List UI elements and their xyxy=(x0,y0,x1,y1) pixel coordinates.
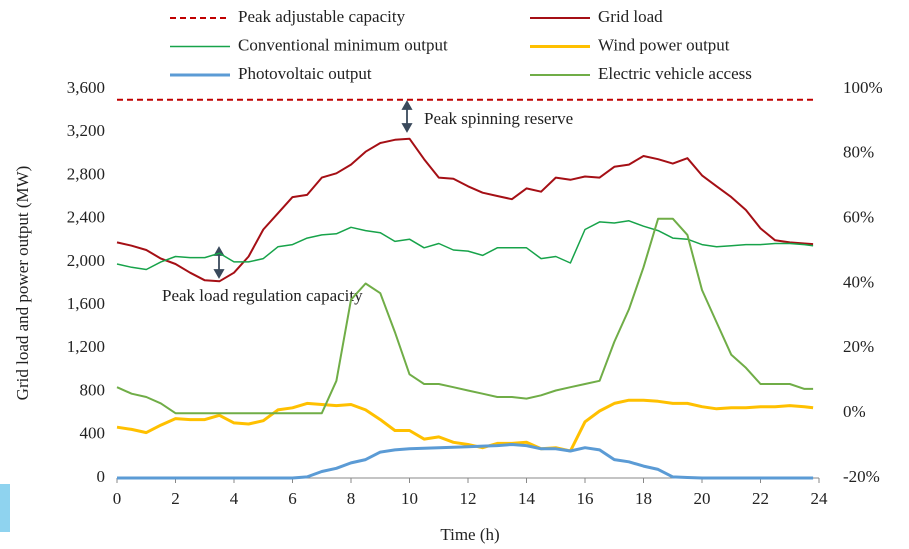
legend-label: Grid load xyxy=(598,7,663,26)
x-tick-label: 16 xyxy=(577,489,594,508)
series-line xyxy=(116,217,814,415)
y-tick-label: 1,600 xyxy=(67,294,105,313)
y2-tick-label: 0% xyxy=(843,402,866,421)
arrow xyxy=(213,246,225,279)
legend-label: Conventional minimum output xyxy=(238,35,448,54)
y-tick-label: 2,800 xyxy=(67,164,105,183)
y2-tick-label: 20% xyxy=(843,337,874,356)
annotation: Peak spinning reserve xyxy=(424,109,573,128)
y-tick-label: 0 xyxy=(97,467,106,486)
x-tick-label: 8 xyxy=(347,489,356,508)
legend-label: Photovoltaic output xyxy=(238,64,372,83)
side-stripe xyxy=(0,484,10,532)
x-tick-label: 2 xyxy=(171,489,180,508)
y-tick-label: 800 xyxy=(80,380,106,399)
y-tick-label: 3,200 xyxy=(67,121,105,140)
y2-tick-label: 60% xyxy=(843,208,874,227)
series-line xyxy=(116,220,814,271)
y2-tick-label: -20% xyxy=(843,467,880,486)
y-axis-label: Grid load and power output (MW) xyxy=(13,166,32,401)
x-tick-label: 22 xyxy=(752,489,769,508)
legend-label: Wind power output xyxy=(598,35,730,54)
annotation: Peak load regulation capacity xyxy=(162,286,363,305)
x-tick-label: 14 xyxy=(518,489,536,508)
x-tick-label: 20 xyxy=(694,489,711,508)
series-line xyxy=(117,443,814,480)
x-tick-label: 24 xyxy=(811,489,829,508)
x-tick-label: 4 xyxy=(230,489,239,508)
y2-tick-label: 100% xyxy=(843,78,883,97)
y-tick-label: 400 xyxy=(80,424,106,443)
x-tick-label: 10 xyxy=(401,489,418,508)
legend-label: Peak adjustable capacity xyxy=(238,7,406,26)
series-line xyxy=(116,137,814,283)
legend-label: Electric vehicle access xyxy=(598,64,752,83)
y-tick-label: 2,000 xyxy=(67,251,105,270)
x-tick-label: 12 xyxy=(460,489,477,508)
x-axis-label: Time (h) xyxy=(440,525,499,544)
series-line xyxy=(116,398,814,453)
y2-tick-label: 80% xyxy=(843,143,874,162)
x-tick-label: 6 xyxy=(288,489,297,508)
y2-tick-label: 40% xyxy=(843,272,874,291)
x-tick-label: 18 xyxy=(635,489,652,508)
y-tick-label: 2,400 xyxy=(67,208,105,227)
arrow xyxy=(401,100,413,133)
y-tick-label: 3,600 xyxy=(67,78,105,97)
x-tick-label: 0 xyxy=(113,489,122,508)
y-tick-label: 1,200 xyxy=(67,337,105,356)
